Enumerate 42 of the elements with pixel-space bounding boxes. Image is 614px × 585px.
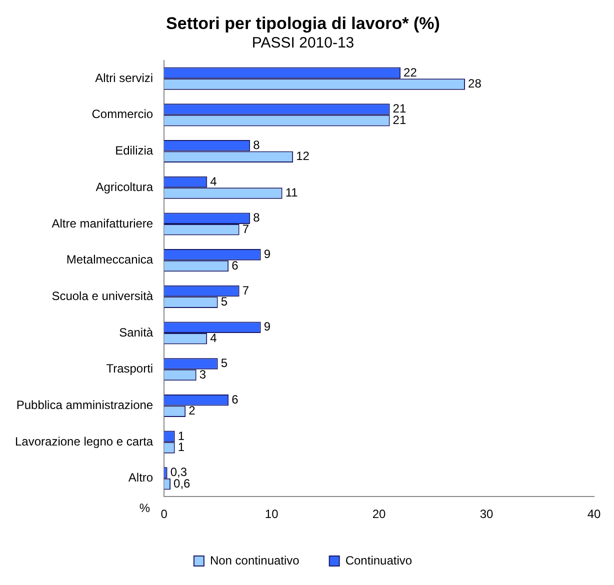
y-tick-label: Trasporti bbox=[106, 362, 154, 376]
chart-subtitle: PASSI 2010-13 bbox=[252, 34, 354, 52]
legend-label: Continuativo bbox=[345, 553, 412, 568]
y-tick-label: Pubblica amministrazione bbox=[16, 398, 154, 412]
data-label: 8 bbox=[253, 138, 260, 152]
data-label: 11 bbox=[285, 186, 298, 200]
data-label: 4 bbox=[210, 330, 218, 345]
data-label: 7 bbox=[242, 222, 250, 236]
x-tick-label: 20 bbox=[372, 507, 386, 522]
data-label: 5 bbox=[220, 294, 228, 309]
data-label: 9 bbox=[264, 320, 271, 334]
y-tick-label: Commercio bbox=[92, 107, 154, 122]
data-label: 7 bbox=[242, 283, 250, 298]
x-tick-label: 40 bbox=[587, 507, 601, 522]
y-tick-label: Altri servizi bbox=[95, 70, 154, 85]
legend-label: Non continuativo bbox=[210, 553, 300, 568]
data-label: 12 bbox=[296, 149, 310, 164]
y-tick-label: Agricoltura bbox=[96, 180, 154, 194]
data-label: 6 bbox=[232, 392, 239, 406]
y-tick-label: Altre manifatturiere bbox=[52, 216, 154, 230]
data-label: 3 bbox=[199, 367, 206, 382]
data-label: 22 bbox=[404, 65, 418, 80]
data-label: 9 bbox=[264, 247, 271, 262]
data-label: 5 bbox=[220, 356, 228, 370]
y-tick-label: Edilizia bbox=[115, 144, 154, 158]
data-label: 4 bbox=[210, 174, 218, 188]
data-label: 1 bbox=[178, 428, 185, 443]
y-tick-label: Scuola e università bbox=[52, 288, 154, 303]
y-tick-label: Altro bbox=[128, 470, 154, 485]
data-label: 28 bbox=[468, 76, 482, 91]
y-tick-label: Metalmeccanica bbox=[66, 252, 154, 267]
x-tick-label: 0 bbox=[160, 507, 168, 522]
data-label: 8 bbox=[253, 210, 260, 225]
data-label: 2 bbox=[188, 404, 196, 418]
y-tick-label: Lavorazione legno e carta bbox=[15, 434, 154, 448]
x-tick-label: 30 bbox=[480, 507, 494, 522]
x-tick-label: 10 bbox=[264, 507, 279, 522]
chart-title: Settori per tipologia di lavoro* (%) bbox=[166, 14, 440, 33]
data-label: 1 bbox=[178, 440, 185, 454]
y-tick-label: Sanità bbox=[119, 325, 154, 340]
x-axis-title: % bbox=[139, 500, 150, 515]
data-label: 6 bbox=[232, 258, 239, 272]
